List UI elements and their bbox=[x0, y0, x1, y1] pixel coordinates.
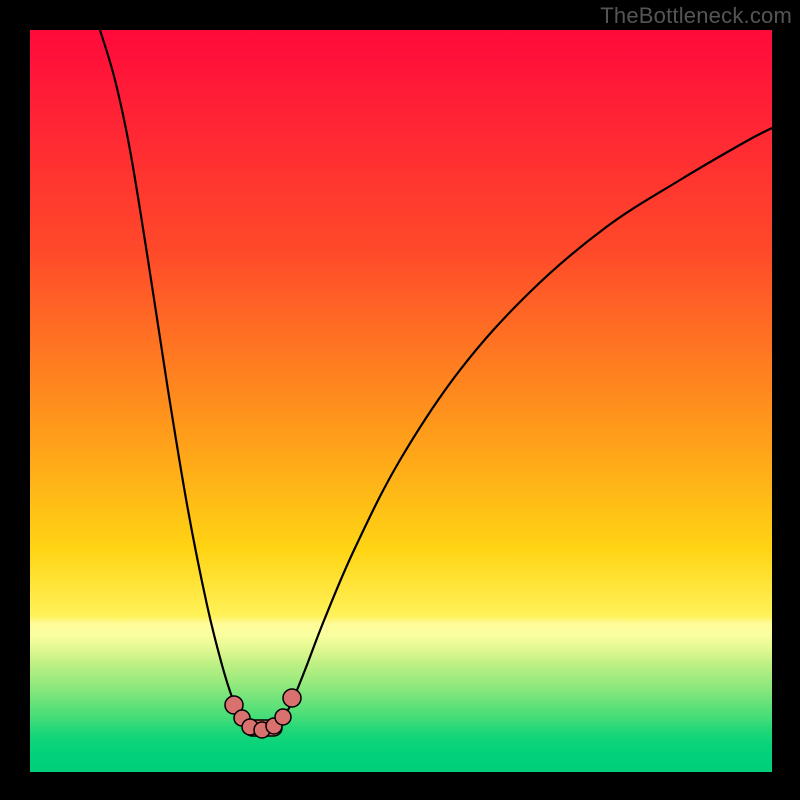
curve-right bbox=[285, 128, 772, 715]
marker-point bbox=[283, 689, 301, 707]
marker-point bbox=[275, 709, 291, 725]
chart-container: TheBottleneck.com bbox=[0, 0, 800, 800]
curve-left bbox=[100, 30, 240, 715]
curve-overlay bbox=[0, 0, 800, 800]
